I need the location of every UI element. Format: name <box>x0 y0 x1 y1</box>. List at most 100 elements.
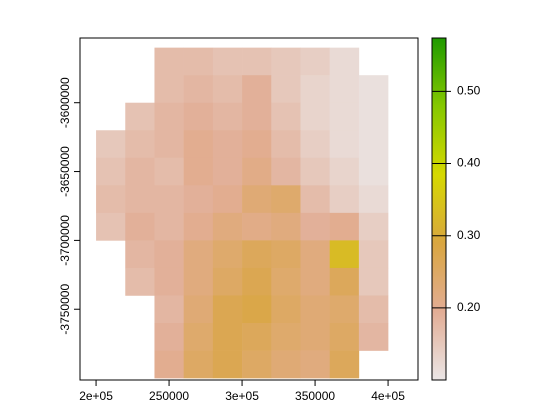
raster-cell <box>329 130 360 159</box>
raster-cell <box>212 323 243 351</box>
raster-cell <box>242 185 272 214</box>
raster-cell <box>212 240 243 269</box>
raster-cell <box>96 157 126 186</box>
y-tick-label: -3750000 <box>58 284 72 335</box>
raster-cell <box>271 350 301 379</box>
raster-cell <box>96 185 126 214</box>
raster-cell <box>154 295 184 324</box>
raster-cell <box>154 102 184 131</box>
x-tick-label: 4e+05 <box>371 389 405 403</box>
raster-cell <box>154 47 184 76</box>
raster-cell <box>300 157 330 186</box>
raster-cell <box>358 185 389 214</box>
raster-cell <box>271 130 301 159</box>
raster-cell <box>242 295 272 324</box>
raster-cell <box>183 267 214 296</box>
raster-cell <box>300 212 330 241</box>
raster-cell <box>242 350 272 379</box>
raster-cell <box>271 323 301 351</box>
raster-cell <box>183 47 214 76</box>
raster-cell <box>300 240 330 269</box>
raster-cell <box>300 350 330 379</box>
raster-cell <box>154 130 184 159</box>
raster-cell <box>329 240 360 269</box>
raster-cell <box>183 295 214 324</box>
raster-cell <box>242 212 272 241</box>
raster-cell <box>358 323 389 351</box>
raster-cell <box>358 295 389 324</box>
raster-cell <box>212 102 243 131</box>
raster-cell <box>358 102 389 131</box>
raster-cell <box>358 212 389 241</box>
raster-cell <box>271 75 301 104</box>
colorbar <box>431 37 447 381</box>
raster-cell <box>125 267 155 296</box>
x-tick-label: 350000 <box>295 389 335 403</box>
x-tick-label: 3e+05 <box>225 389 259 403</box>
raster-cell <box>183 212 214 241</box>
raster-cell <box>154 157 184 186</box>
raster-cell <box>183 130 214 159</box>
raster-cell <box>183 185 214 214</box>
raster-cell <box>183 102 214 131</box>
raster-cell <box>300 130 330 159</box>
raster-cell <box>183 240 214 269</box>
y-tick-label: -3700000 <box>58 215 72 266</box>
raster-cell <box>212 267 243 296</box>
raster-cell <box>329 295 360 324</box>
raster-cell <box>271 47 301 76</box>
raster-cell <box>125 212 155 241</box>
x-tick-label: 2e+05 <box>79 389 113 403</box>
raster-cell <box>242 157 272 186</box>
raster-cell <box>329 75 360 104</box>
raster-cell <box>183 75 214 104</box>
raster-cell <box>271 102 301 131</box>
raster-cell <box>183 323 214 351</box>
raster-cell <box>154 185 184 214</box>
x-tick-label: 250000 <box>149 389 189 403</box>
raster-cell <box>271 185 301 214</box>
raster-cell <box>271 267 301 296</box>
raster-cell <box>271 295 301 324</box>
raster-cell <box>154 267 184 296</box>
raster-cell <box>125 130 155 159</box>
raster-cell <box>154 212 184 241</box>
raster-cell <box>242 75 272 104</box>
raster-cell <box>358 240 389 269</box>
raster-cell <box>242 102 272 131</box>
raster-cell <box>154 75 184 104</box>
raster-cell <box>300 267 330 296</box>
raster-cell <box>212 157 243 186</box>
raster-cell <box>125 102 155 131</box>
raster-cell <box>125 157 155 186</box>
raster-cell <box>212 185 243 214</box>
raster-cell <box>242 240 272 269</box>
raster-cell <box>212 47 243 76</box>
raster-cell <box>271 212 301 241</box>
colorbar-tick-label: 0.20 <box>457 300 481 314</box>
raster-cell <box>300 295 330 324</box>
raster-cell <box>329 185 360 214</box>
colorbar-tick-label: 0.30 <box>457 228 481 242</box>
raster-cell <box>358 130 389 159</box>
raster-cell <box>358 267 389 296</box>
raster-cell <box>329 212 360 241</box>
raster-cell <box>96 130 126 159</box>
raster-cell <box>242 47 272 76</box>
raster-cell <box>212 295 243 324</box>
raster-cell <box>358 75 389 104</box>
raster-cell <box>300 47 330 76</box>
raster-cell <box>358 157 389 186</box>
raster-cell <box>125 240 155 269</box>
raster-cell <box>96 212 126 241</box>
raster-cell <box>300 102 330 131</box>
raster-cell <box>300 75 330 104</box>
raster-cell <box>329 323 360 351</box>
raster-cell <box>183 350 214 379</box>
colorbar-tick-label: 0.40 <box>457 156 481 170</box>
y-tick-label: -3600000 <box>58 77 72 128</box>
raster-cell <box>329 102 360 131</box>
raster-cell <box>329 47 360 76</box>
raster-cell <box>212 212 243 241</box>
